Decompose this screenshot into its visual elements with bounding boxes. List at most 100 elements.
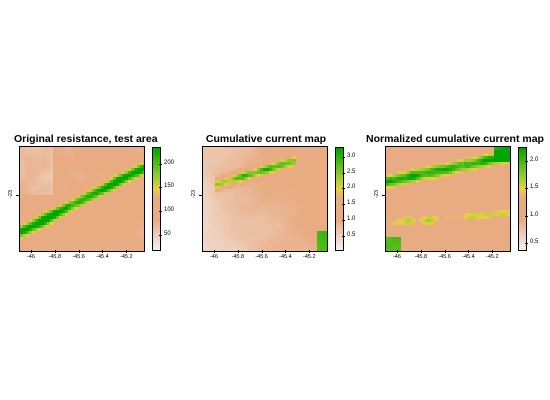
raster-cell bbox=[209, 246, 212, 249]
raster-cell bbox=[206, 204, 209, 207]
raster-cell bbox=[257, 249, 260, 251]
colorbar-band bbox=[336, 150, 343, 152]
raster-cell bbox=[467, 243, 470, 246]
raster-cell bbox=[410, 168, 413, 171]
raster-cell bbox=[248, 213, 251, 216]
raster-cell bbox=[302, 186, 305, 189]
raster-cell bbox=[143, 171, 144, 174]
raster-cell bbox=[77, 207, 80, 210]
raster-cell bbox=[326, 222, 327, 225]
raster-cell bbox=[305, 237, 308, 240]
colorbar-band bbox=[336, 186, 343, 188]
raster-cell bbox=[89, 234, 92, 237]
raster-cell bbox=[326, 174, 327, 177]
raster-cell bbox=[509, 240, 510, 243]
raster-cell bbox=[137, 162, 140, 165]
raster-cell bbox=[419, 171, 422, 174]
raster-cell bbox=[455, 189, 458, 192]
raster-cell bbox=[476, 150, 479, 153]
raster-cell bbox=[71, 168, 74, 171]
raster-cell bbox=[98, 168, 101, 171]
raster-cell bbox=[131, 183, 134, 186]
raster-cell bbox=[476, 225, 479, 228]
raster-cell bbox=[44, 216, 47, 219]
raster-cell bbox=[386, 228, 389, 231]
raster-cell bbox=[263, 162, 266, 165]
raster-cell bbox=[386, 246, 389, 249]
raster-cell bbox=[434, 156, 437, 159]
raster-cell bbox=[404, 231, 407, 234]
raster-cell bbox=[422, 243, 425, 246]
raster-cell bbox=[50, 237, 53, 240]
raster-cell bbox=[68, 204, 71, 207]
raster-cell bbox=[65, 195, 68, 198]
raster-cell bbox=[434, 225, 437, 228]
colorbar-band bbox=[153, 156, 160, 158]
raster-cell bbox=[59, 204, 62, 207]
raster-cell bbox=[218, 207, 221, 210]
raster-cell bbox=[74, 213, 77, 216]
raster-cell bbox=[275, 198, 278, 201]
raster-cell bbox=[416, 195, 419, 198]
raster-cell bbox=[296, 174, 299, 177]
raster-cell bbox=[494, 201, 497, 204]
raster-cell bbox=[251, 216, 254, 219]
raster-cell bbox=[74, 222, 77, 225]
raster-cell bbox=[428, 192, 431, 195]
raster-cell bbox=[26, 207, 29, 210]
raster-cell bbox=[455, 192, 458, 195]
raster-cell bbox=[68, 216, 71, 219]
raster-cell bbox=[50, 189, 53, 192]
raster-cell bbox=[407, 249, 410, 251]
raster-cell bbox=[56, 216, 59, 219]
raster-cell bbox=[209, 177, 212, 180]
raster-cell bbox=[104, 198, 107, 201]
raster-cell bbox=[428, 225, 431, 228]
raster-cell bbox=[65, 204, 68, 207]
raster-cell bbox=[278, 198, 281, 201]
raster-cell bbox=[77, 210, 80, 213]
raster-cell bbox=[95, 180, 98, 183]
raster-cell bbox=[83, 216, 86, 219]
raster-cell bbox=[26, 228, 29, 231]
raster-cell bbox=[320, 156, 323, 159]
raster-cell bbox=[26, 180, 29, 183]
raster-cell bbox=[440, 216, 443, 219]
raster-cell bbox=[305, 189, 308, 192]
raster-cell bbox=[29, 165, 32, 168]
raster-cell bbox=[398, 249, 401, 251]
raster-cell bbox=[230, 201, 233, 204]
raster-cell bbox=[443, 192, 446, 195]
raster-cell bbox=[92, 192, 95, 195]
x-tick-label: -45.6 bbox=[255, 254, 268, 260]
raster-cell bbox=[416, 171, 419, 174]
raster-cell bbox=[431, 249, 434, 251]
raster-cell bbox=[62, 156, 65, 159]
colorbar-band bbox=[519, 219, 526, 221]
raster-cell bbox=[314, 147, 317, 150]
raster-cell bbox=[395, 210, 398, 213]
raster-cell bbox=[224, 216, 227, 219]
raster-cell bbox=[80, 237, 83, 240]
colorbar-band bbox=[336, 219, 343, 221]
raster-cell bbox=[44, 147, 47, 150]
raster-cell bbox=[212, 246, 215, 249]
raster-cell bbox=[44, 153, 47, 156]
raster-cell bbox=[500, 192, 503, 195]
raster-cell bbox=[476, 165, 479, 168]
raster-cell bbox=[236, 219, 239, 222]
raster-cell bbox=[107, 174, 110, 177]
raster-cell bbox=[470, 210, 473, 213]
raster-cell bbox=[314, 213, 317, 216]
raster-cell bbox=[56, 204, 59, 207]
raster-cell bbox=[473, 171, 476, 174]
raster-cell bbox=[503, 204, 506, 207]
raster-cell bbox=[440, 177, 443, 180]
raster-cell bbox=[233, 237, 236, 240]
raster-cell bbox=[506, 159, 509, 162]
raster-cell bbox=[236, 237, 239, 240]
raster-cell bbox=[458, 186, 461, 189]
raster-cell bbox=[254, 213, 257, 216]
raster-cell bbox=[299, 150, 302, 153]
raster-cell bbox=[245, 189, 248, 192]
